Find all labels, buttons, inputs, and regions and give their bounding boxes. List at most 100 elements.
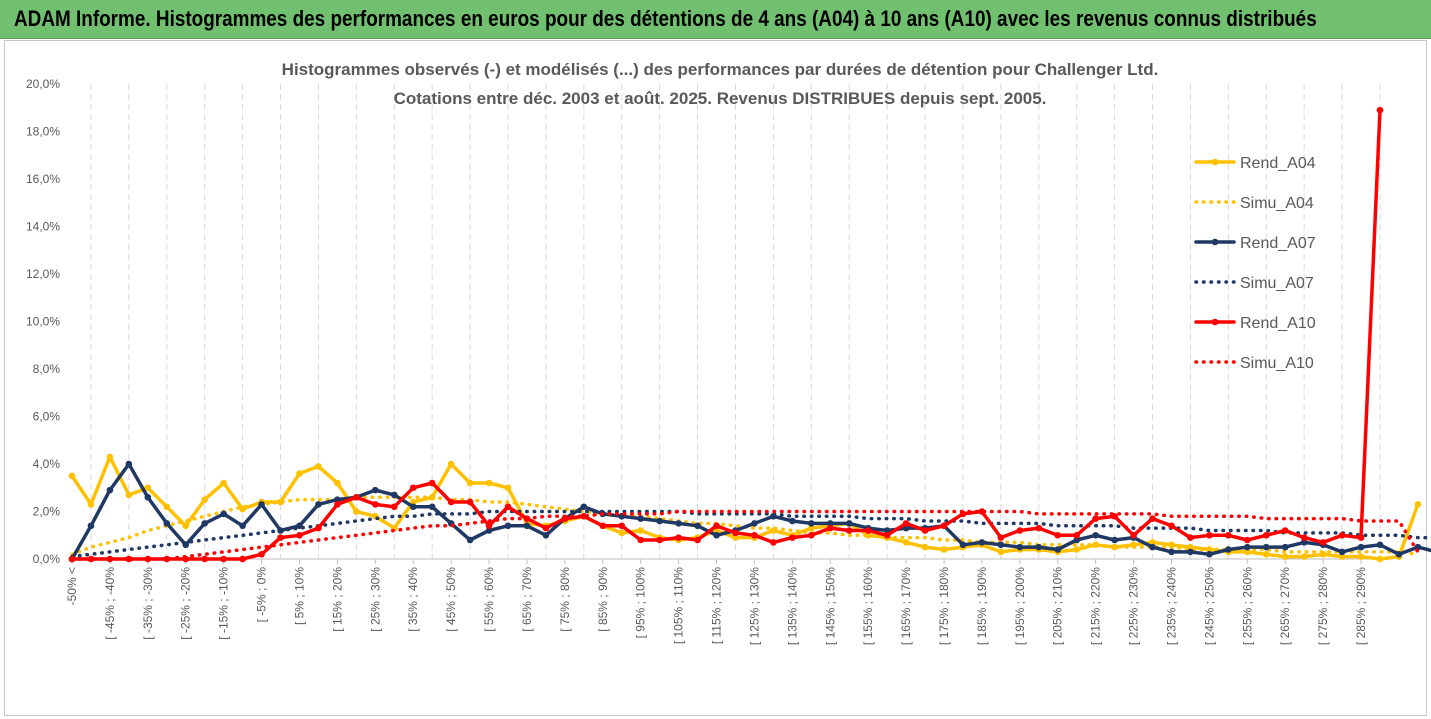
data-point — [921, 543, 929, 551]
legend: Rend_A04 Simu_A04 Rend_A07 Simu_A07 Rend_A10… — [1194, 155, 1316, 372]
x-tick-label: [ 35% ; 40% — [406, 567, 420, 632]
x-tick-label: [ 105% ; 110% — [672, 567, 686, 644]
data-point — [485, 479, 493, 487]
data-point — [1168, 522, 1175, 530]
data-point — [1187, 543, 1194, 551]
data-point — [1338, 548, 1346, 556]
data-point — [1300, 539, 1308, 546]
data-point — [940, 546, 948, 553]
data-point — [87, 555, 95, 563]
data-point — [808, 524, 815, 532]
y-tick-label: 12,0% — [26, 267, 60, 281]
data-point — [599, 522, 607, 530]
data-point — [883, 531, 891, 539]
y-tick-label: 20,0% — [26, 77, 60, 91]
data-point — [1130, 531, 1137, 539]
data-point — [1244, 543, 1251, 551]
data-point — [1054, 546, 1062, 553]
x-tick-label: [ 265% ; 270% — [1278, 567, 1292, 645]
x-tick-label: [ 55% ; 60% — [482, 567, 496, 632]
legend-label: Rend_A10 — [1240, 315, 1316, 332]
data-point — [845, 527, 853, 534]
data-point — [826, 520, 834, 527]
x-tick-label: [ 75% ; 80% — [558, 567, 572, 632]
data-point — [68, 472, 76, 480]
data-point — [694, 522, 701, 530]
data-point — [1395, 550, 1403, 558]
y-tick-label: 16,0% — [26, 172, 60, 186]
data-point — [1073, 536, 1080, 544]
data-point — [808, 520, 815, 527]
data-point — [390, 503, 398, 511]
data-point — [447, 460, 455, 468]
legend-marker — [1211, 158, 1219, 166]
x-tick-label: [ 275% ; 280% — [1316, 567, 1330, 645]
data-point — [1319, 539, 1327, 546]
x-tick-label: [ -15% ; -10% — [217, 567, 231, 640]
x-tick-label: [ -45% ; -40% — [103, 567, 117, 640]
data-point — [1262, 531, 1270, 539]
x-tick-label: [ 85% ; 90% — [596, 567, 610, 632]
data-point — [485, 522, 493, 530]
data-point — [618, 529, 626, 537]
data-point — [125, 491, 133, 499]
data-point — [864, 531, 872, 539]
data-point — [163, 503, 171, 511]
data-point — [751, 531, 758, 539]
series-simu-a10 — [70, 509, 1420, 561]
data-point — [315, 501, 322, 508]
data-point — [201, 520, 208, 527]
data-point — [997, 541, 1005, 549]
data-point — [902, 520, 910, 527]
data-point — [675, 534, 682, 541]
data-point — [580, 503, 588, 511]
data-point — [1016, 527, 1024, 534]
data-point — [637, 536, 644, 544]
x-tick-label: [ 165% ; 170% — [899, 567, 913, 645]
data-point — [826, 524, 834, 532]
data-point — [353, 493, 360, 501]
data-point — [220, 479, 227, 487]
data-point — [334, 479, 341, 487]
data-point — [732, 529, 739, 537]
data-point — [1281, 527, 1289, 534]
data-point — [258, 501, 265, 508]
data-point — [353, 508, 360, 515]
x-tick-label: [ 185% ; 190% — [975, 567, 989, 645]
data-point — [1281, 553, 1289, 560]
data-point — [182, 522, 190, 530]
data-point — [1149, 543, 1156, 551]
data-point — [1149, 515, 1156, 522]
data-point — [656, 536, 663, 544]
chart-subtitle: Cotations entre déc. 2003 et août. 2025.… — [393, 89, 1047, 108]
data-point — [1168, 548, 1175, 556]
x-tick-label: [ 115% ; 120% — [710, 567, 724, 644]
data-point — [1262, 550, 1270, 558]
data-point — [372, 501, 379, 508]
series-simu-a07 — [70, 509, 1431, 559]
x-tick-label: [ 175% ; 180% — [937, 567, 951, 645]
data-point — [1092, 531, 1099, 539]
x-tick-label: [ 245% ; 250% — [1202, 567, 1216, 645]
legend-label: Rend_A04 — [1240, 155, 1316, 172]
data-point — [1035, 543, 1043, 551]
x-tick-label: [ 155% ; 160% — [861, 567, 875, 645]
chart-title: Histogrammes observés (-) et modélisés (… — [281, 60, 1159, 79]
data-point — [1338, 531, 1346, 539]
data-point — [428, 503, 436, 511]
data-point — [144, 484, 152, 492]
x-tick-label: [ 205% ; 210% — [1051, 567, 1065, 645]
x-tick-label: [ -25% ; -20% — [179, 567, 193, 640]
chart-frame — [4, 40, 1427, 716]
data-point — [1187, 534, 1194, 541]
data-point — [466, 498, 474, 506]
data-point — [675, 520, 682, 527]
data-point — [921, 527, 929, 534]
data-point — [978, 539, 986, 546]
x-tick-label: [ 255% ; 260% — [1240, 567, 1254, 645]
series-line-simu-a10 — [70, 509, 1420, 561]
data-point — [220, 510, 227, 518]
data-point — [1357, 553, 1365, 560]
data-point — [789, 517, 796, 525]
